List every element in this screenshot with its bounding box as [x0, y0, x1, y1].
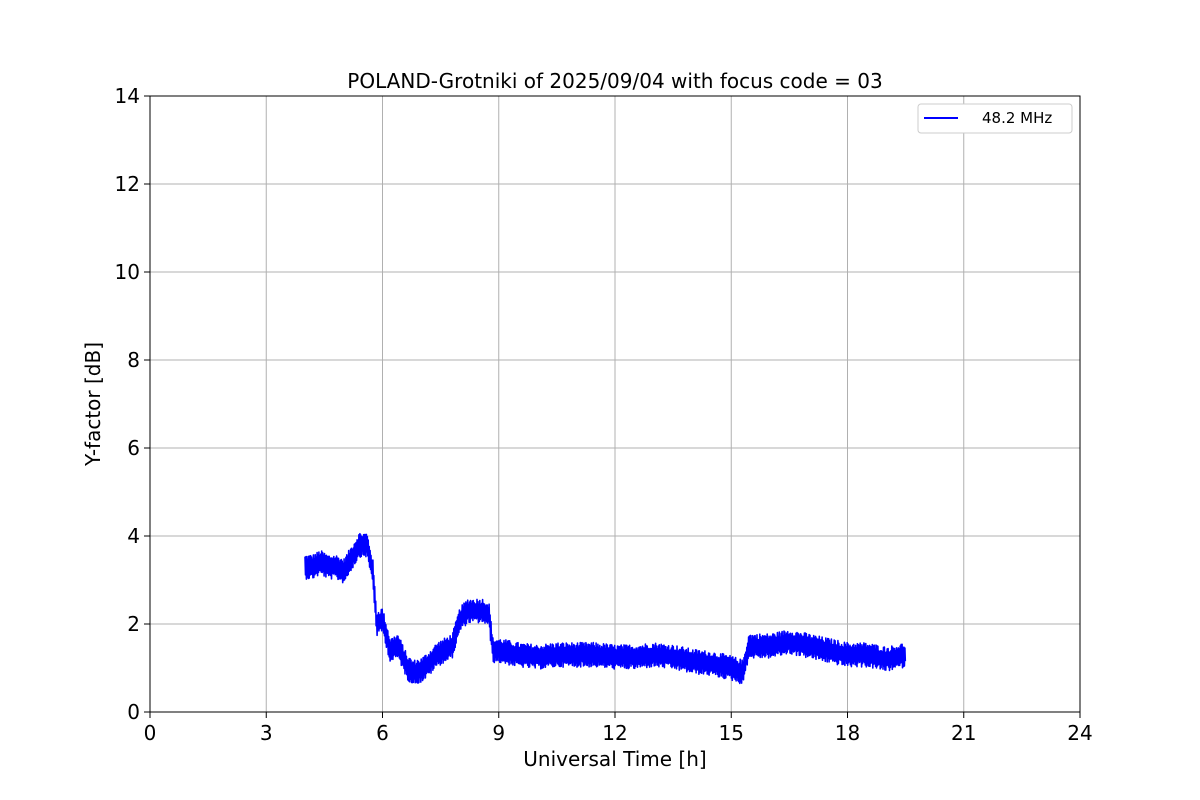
y-tick-label: 14 — [115, 84, 140, 108]
y-tick-label: 10 — [115, 260, 140, 284]
y-axis-label: Y-factor [dB] — [81, 342, 105, 467]
x-tick-label: 6 — [376, 721, 389, 745]
series-line — [304, 532, 907, 685]
x-tick-label: 0 — [144, 721, 157, 745]
legend: 48.2 MHz — [917, 103, 1073, 134]
x-tick-label: 9 — [492, 721, 505, 745]
y-tick-label: 4 — [127, 524, 140, 548]
chart-title: POLAND-Grotniki of 2025/09/04 with focus… — [347, 69, 882, 93]
legend-box — [917, 103, 1073, 134]
x-tick-label: 3 — [260, 721, 273, 745]
x-axis-label: Universal Time [h] — [523, 747, 706, 771]
x-tick-label: 15 — [719, 721, 744, 745]
y-tick-label: 2 — [127, 612, 140, 636]
y-tick-label: 12 — [115, 172, 140, 196]
x-tick-label: 21 — [951, 721, 976, 745]
y-tick-label: 8 — [127, 348, 140, 372]
x-tick-label: 18 — [835, 721, 860, 745]
grid — [149, 95, 1081, 713]
x-tick-label: 12 — [602, 721, 627, 745]
legend-label: 48.2 MHz — [982, 109, 1052, 127]
x-tick-label: 24 — [1067, 721, 1092, 745]
series-layer — [304, 532, 907, 685]
y-tick-label: 0 — [127, 700, 140, 724]
y-tick-label: 6 — [127, 436, 140, 460]
